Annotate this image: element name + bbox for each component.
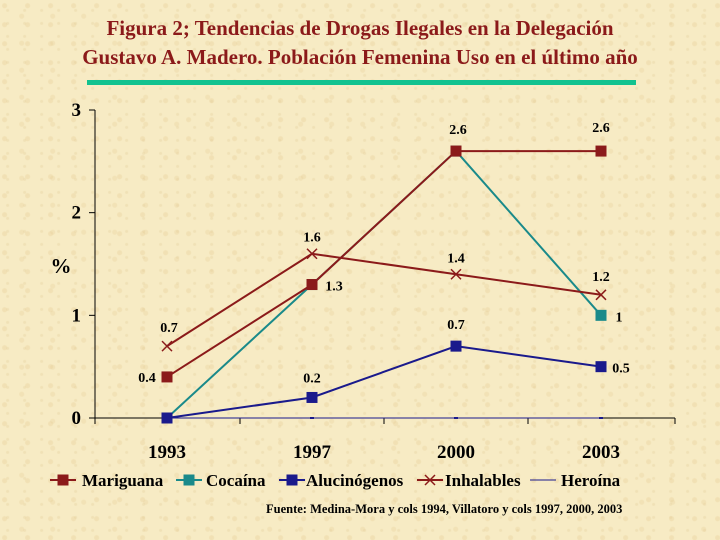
data-label: 1 [616,310,623,325]
data-point-inhalables [595,289,607,301]
legend-label-cocaína: Cocaína [206,471,266,490]
data-label: 2.6 [592,121,610,136]
data-label: 0.7 [160,321,178,336]
data-point-alucinógenos [595,361,607,373]
series-line-inhalables [166,252,602,347]
y-tick-label: 3 [72,100,82,121]
data-label: 0.2 [303,371,321,386]
series-line-alucinógenos [166,345,602,419]
data-point-cocaína [595,309,607,321]
data-label: 2.6 [449,123,467,138]
data-label: 0.4 [138,371,156,386]
data-label: 1.4 [447,251,465,266]
y-tick-label: 0 [72,408,82,429]
data-point-mariguana [450,145,462,157]
legend-label-inhalables: Inhalables [445,471,521,490]
chart-title-line-2: Gustavo A. Madero. Población Femenina Us… [82,45,638,69]
data-point-mariguana [595,145,607,157]
chart-title: Figura 2; Tendencias de Drogas Ilegales … [0,14,720,72]
legend-label-alucinógenos: Alucinógenos [306,471,404,490]
data-point-inhalables [306,248,318,260]
source-note: Fuente: Medina-Mora y cols 1994, Villato… [266,502,623,516]
y-tick-label: 1 [72,305,82,326]
data-point-mariguana [161,371,173,383]
legend-marker-mariguana [57,474,69,486]
legend-marker-alucinógenos [286,474,298,486]
x-tick-label: 1993 [148,442,186,463]
x-tick-label: 2000 [437,442,475,463]
legend-marker-cocaína [183,474,195,486]
series-line-cocaína [166,149,602,419]
legend-label-mariguana: Mariguana [82,471,164,490]
data-point-alucinógenos [450,340,462,352]
chart-title-line-1: Figura 2; Tendencias de Drogas Ilegales … [106,16,614,40]
y-tick-label: 2 [72,203,82,224]
data-label: 0.5 [612,362,630,377]
series-line-mariguana [166,150,601,378]
data-point-mariguana [306,279,318,291]
x-tick-label: 1997 [293,442,332,463]
legend-marker-inhalables [424,474,436,486]
data-label: 0.7 [447,318,465,333]
title-underline [87,80,636,85]
y-axis-label: % [51,254,72,278]
data-point-alucinógenos [161,412,173,424]
data-point-inhalables [450,268,462,280]
legend-label-heroína: Heroína [561,471,621,490]
data-label: 1.3 [325,280,343,295]
data-point-alucinógenos [306,391,318,403]
data-label: 1.6 [303,231,321,246]
data-label: 1.2 [592,270,610,285]
data-point-inhalables [161,340,173,352]
x-tick-label: 2003 [582,442,620,463]
